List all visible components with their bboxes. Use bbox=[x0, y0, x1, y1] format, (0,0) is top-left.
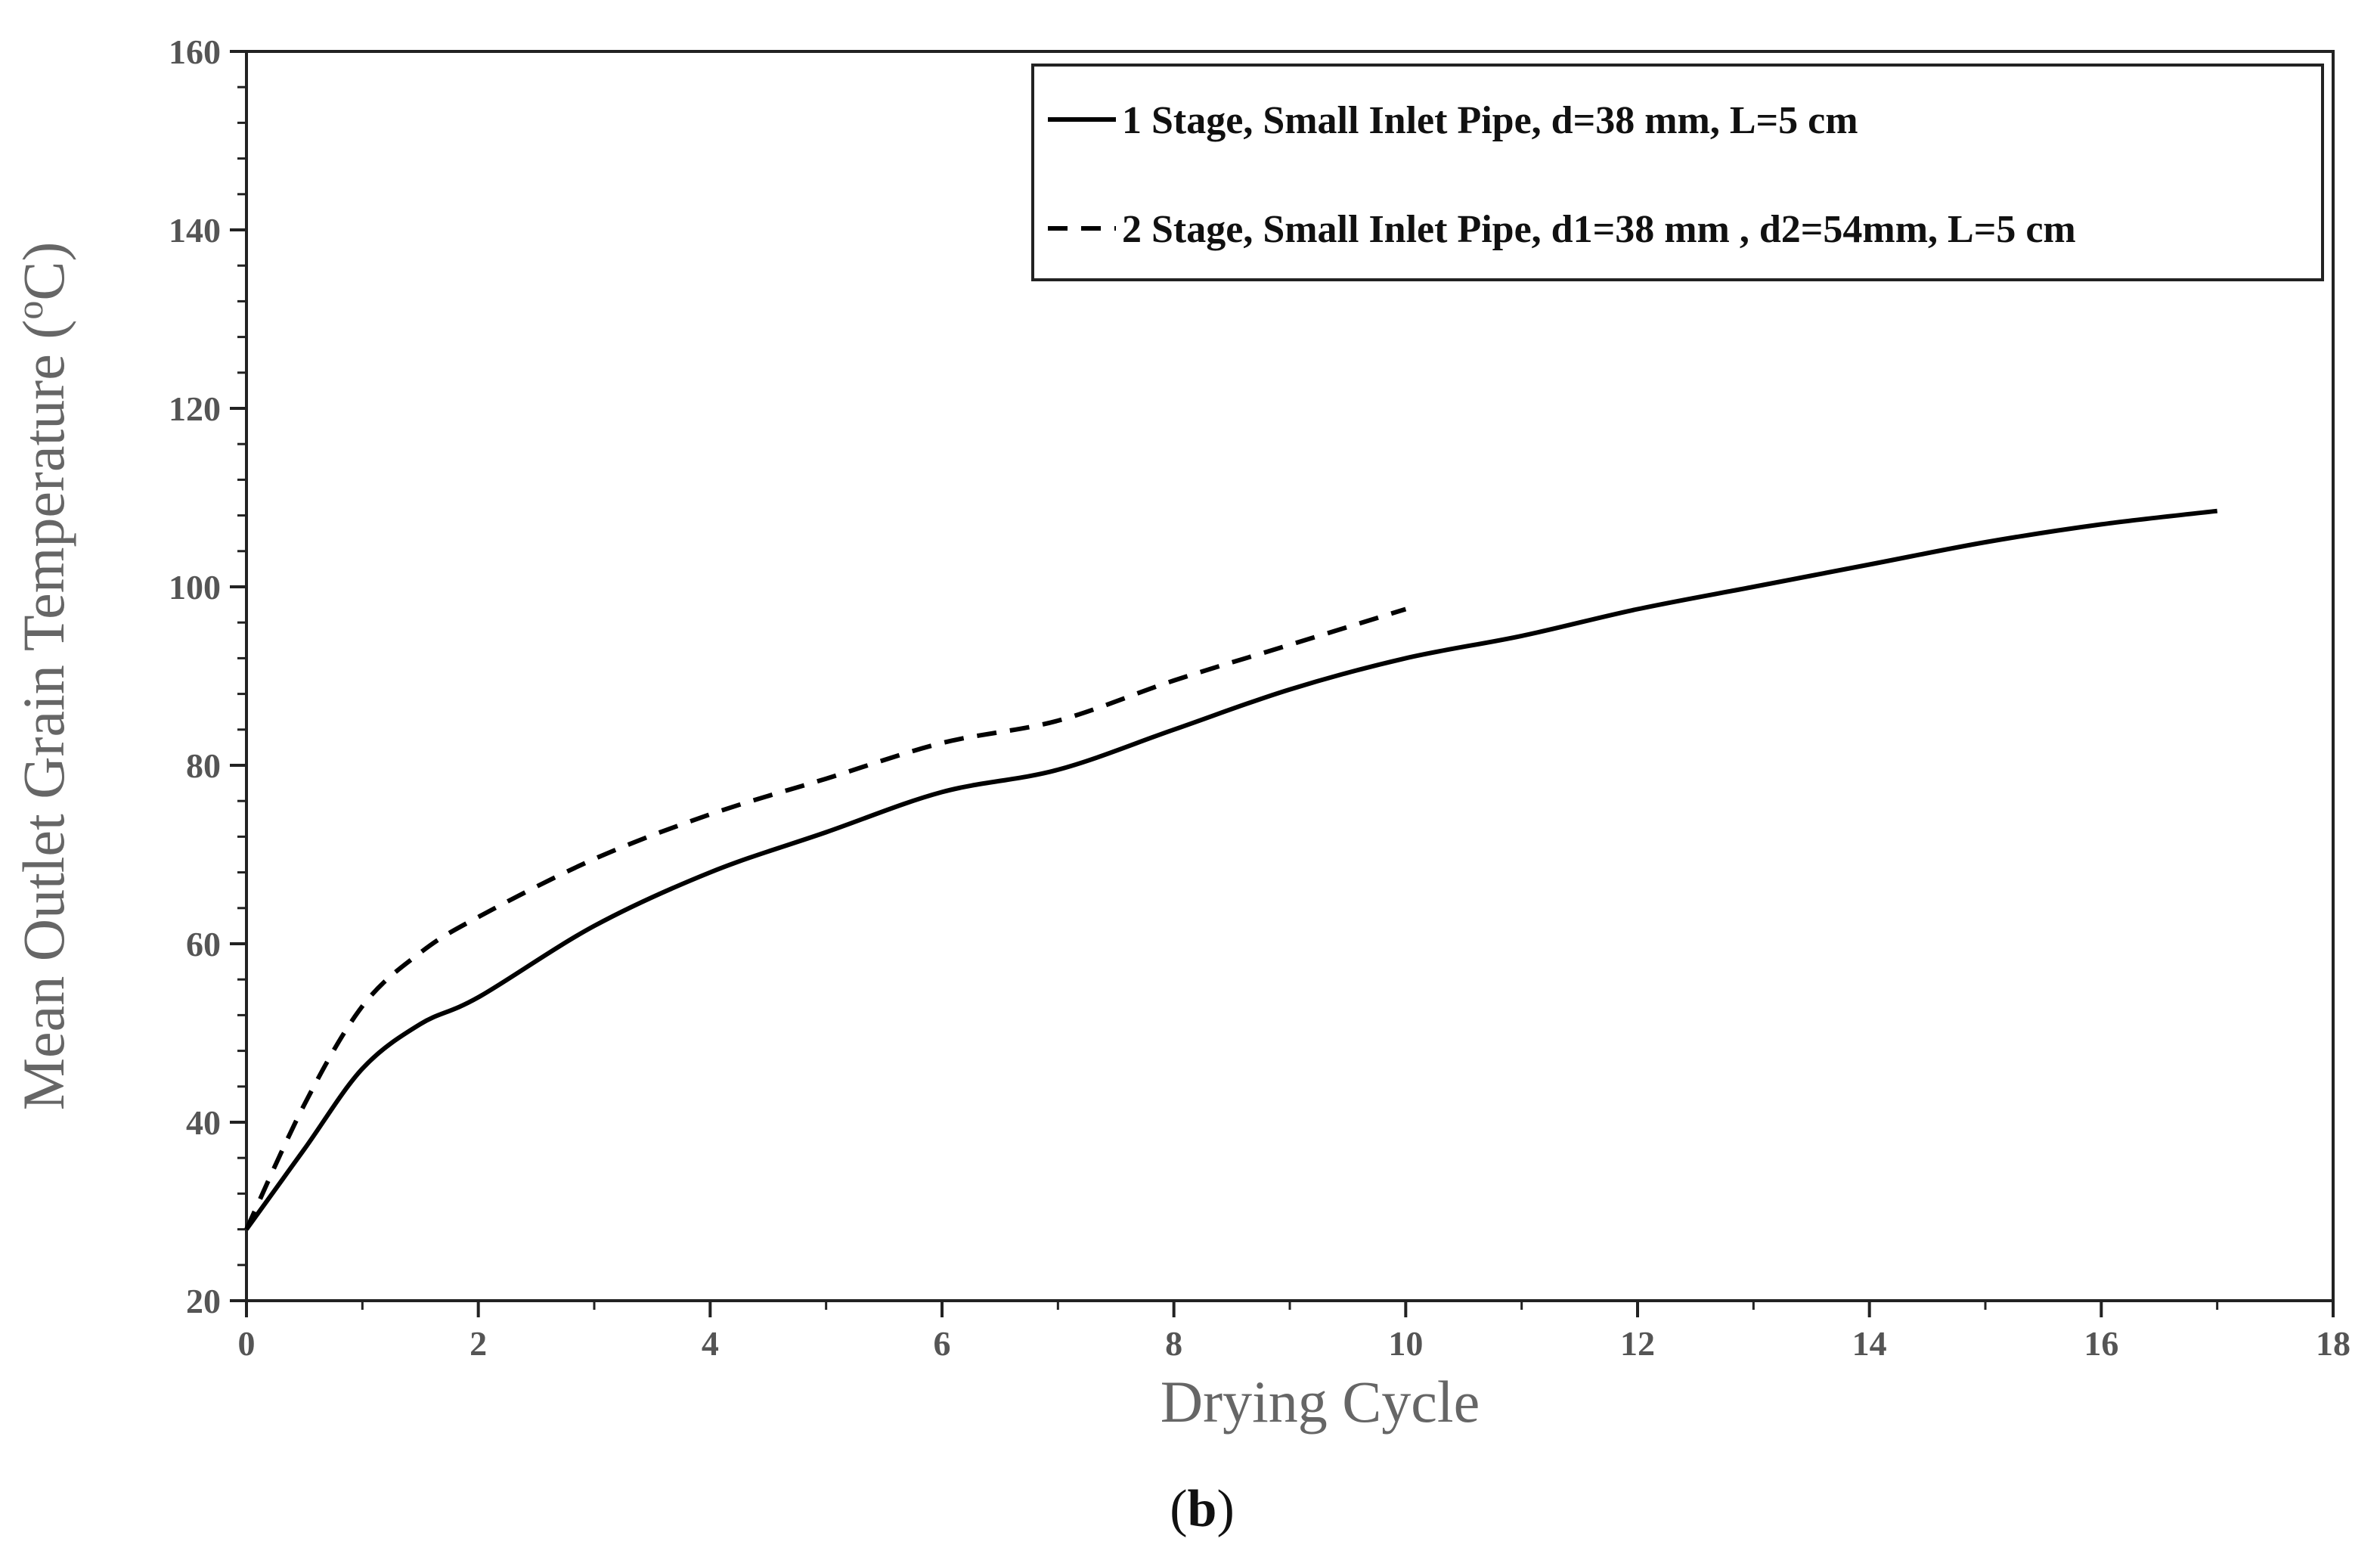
x-axis-title: Drying Cycle bbox=[1161, 1369, 1480, 1435]
x-tick-label: 2 bbox=[469, 1324, 487, 1363]
y-tick-label: 60 bbox=[186, 925, 221, 963]
y-axis-title-unit: C) bbox=[11, 242, 76, 301]
legend: 1 Stage, Small Inlet Pipe, d=38 mm, L=5 … bbox=[1031, 64, 2324, 281]
y-axis-title-main: Mean Outlet Grain Temperature ( bbox=[11, 320, 76, 1111]
panel-label-open-paren: ( bbox=[1170, 1480, 1187, 1538]
legend-label-series-1: 1 Stage, Small Inlet Pipe, d=38 mm, L=5 … bbox=[1122, 99, 1858, 142]
panel-label: (b) bbox=[1170, 1480, 1235, 1538]
y-tick-label: 100 bbox=[169, 568, 221, 606]
axis-ticks: 0 2 4 6 8 10 12 14 16 18 20 40 60 80 100 120 140 160 bbox=[169, 33, 2351, 1363]
x-tick-label: 18 bbox=[2316, 1324, 2351, 1363]
y-tick-label: 20 bbox=[186, 1282, 221, 1320]
y-axis-title: Mean Outlet Grain Temperature (oC) bbox=[8, 242, 76, 1111]
legend-box bbox=[1031, 64, 2324, 281]
x-tick-label: 6 bbox=[934, 1324, 951, 1363]
y-tick-label: 140 bbox=[169, 211, 221, 250]
y-tick-label: 120 bbox=[169, 389, 221, 428]
y-axis-title-superscript: o bbox=[8, 301, 51, 320]
y-tick-label: 80 bbox=[186, 746, 221, 785]
x-tick-label: 0 bbox=[238, 1324, 256, 1363]
series-lines bbox=[244, 508, 2218, 1231]
x-tick-label: 14 bbox=[1852, 1324, 1887, 1363]
panel-label-close-paren: ) bbox=[1216, 1480, 1234, 1538]
series-line-2 bbox=[244, 606, 1407, 1230]
x-tick-label: 4 bbox=[702, 1324, 719, 1363]
x-tick-label: 8 bbox=[1165, 1324, 1182, 1363]
panel-label-letter: b bbox=[1188, 1480, 1217, 1538]
series-line-1 bbox=[244, 508, 2218, 1231]
x-tick-label: 16 bbox=[2084, 1324, 2118, 1363]
x-tick-label: 12 bbox=[1620, 1324, 1655, 1363]
x-tick-label: 10 bbox=[1388, 1324, 1423, 1363]
y-tick-label: 40 bbox=[186, 1103, 221, 1142]
legend-label-series-2: 2 Stage, Small Inlet Pipe, d1=38 mm , d2… bbox=[1122, 208, 2076, 251]
y-tick-label: 160 bbox=[169, 33, 221, 71]
